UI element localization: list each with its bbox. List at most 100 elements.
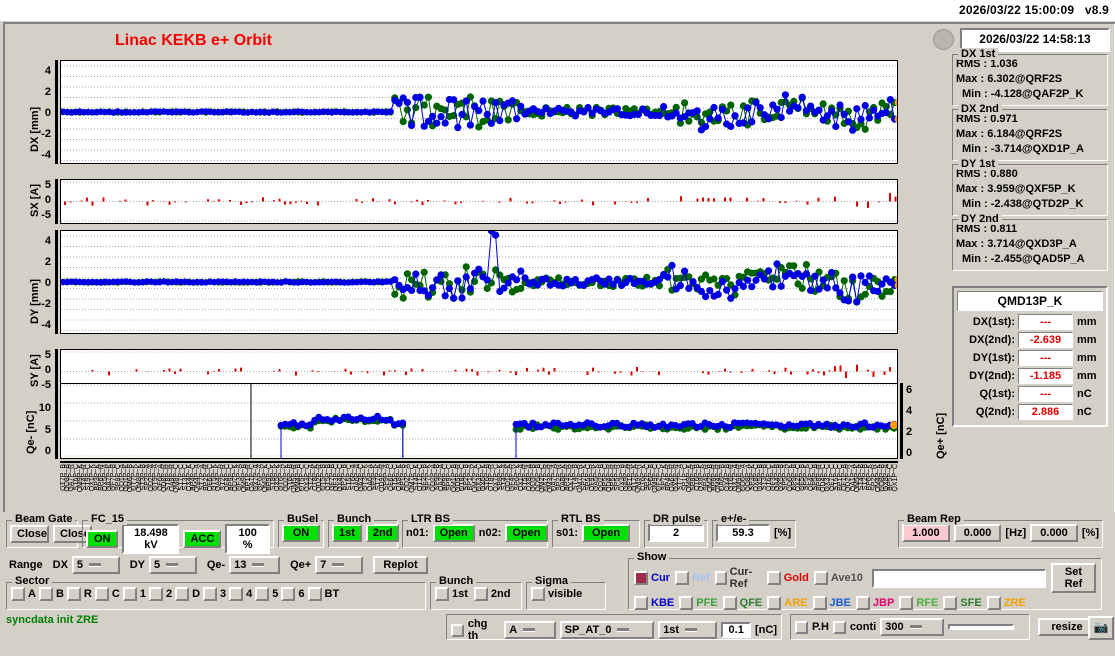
chg-th-sector-select[interactable]: A <box>504 621 556 639</box>
epem-value-field[interactable]: 59.3 <box>716 524 770 542</box>
show-item-cur-ref[interactable]: Cur-Ref <box>714 566 762 590</box>
checkbox-icon[interactable] <box>435 587 449 601</box>
show-series-jbe[interactable]: JBE <box>812 596 851 610</box>
checkbox-icon[interactable] <box>38 587 53 601</box>
range-qem-select[interactable]: 13 <box>229 556 281 574</box>
checkbox-icon[interactable] <box>94 587 109 601</box>
checkbox-icon[interactable] <box>281 587 296 601</box>
range-dy-select[interactable]: 5 <box>149 556 197 574</box>
dy-plot[interactable] <box>59 227 903 334</box>
bunch-2nd-button[interactable]: 2nd <box>365 524 400 542</box>
checkbox-icon[interactable] <box>255 587 270 601</box>
range-dx-select[interactable]: 5 <box>71 556 120 574</box>
ltr-n02-button[interactable]: Open <box>505 524 548 542</box>
chg-th-threshold-field[interactable]: 0.1 <box>721 622 751 638</box>
beam-rep-value-2[interactable]: 0.000 <box>953 524 1002 542</box>
beam-rep-value-3[interactable]: 0.000 <box>1030 524 1078 542</box>
fc15-percent-field[interactable]: 100 % <box>225 524 270 554</box>
checkbox-icon[interactable] <box>855 596 870 610</box>
sector-item-c[interactable]: C <box>94 587 120 601</box>
show-series-qfe[interactable]: QFE <box>722 596 762 610</box>
rtl-s01-button[interactable]: Open <box>582 524 631 542</box>
ph-field[interactable] <box>948 624 1015 630</box>
show-item-ref[interactable]: Ref <box>674 571 710 585</box>
checkbox-icon[interactable] <box>899 596 914 610</box>
checkbox-label: 2nd <box>490 588 511 600</box>
qe-plot[interactable] <box>60 383 898 459</box>
sx-plot[interactable] <box>60 179 898 224</box>
bunch-1st-button[interactable]: 1st <box>332 524 362 542</box>
checkbox-icon[interactable] <box>11 587 25 601</box>
sector-item-5[interactable]: 5 <box>255 587 278 601</box>
checkbox-icon[interactable] <box>679 596 694 610</box>
bunch-item-2nd[interactable]: 2nd <box>473 587 511 601</box>
checkbox-icon[interactable] <box>767 596 782 610</box>
checkbox-icon[interactable] <box>66 587 81 601</box>
checkbox-icon[interactable] <box>307 587 322 601</box>
show-item-cur[interactable]: Cur <box>634 571 670 585</box>
conti-checkbox[interactable] <box>832 620 846 634</box>
sigma-item-visible[interactable]: visible <box>531 587 582 601</box>
bpm-readout-label: DX(2nd): <box>969 334 1015 346</box>
checkbox-icon[interactable] <box>714 571 727 585</box>
sector-item-r[interactable]: R <box>66 587 92 601</box>
checkbox-icon[interactable] <box>722 596 737 610</box>
sector-item-d[interactable]: D <box>175 587 200 601</box>
checkbox-icon[interactable] <box>766 571 781 585</box>
range-qep-select[interactable]: 7 <box>315 556 364 574</box>
show-item-ave10[interactable]: Ave10 <box>813 571 863 585</box>
checkbox-icon[interactable] <box>122 587 137 601</box>
show-series-rfe[interactable]: RFE <box>899 596 938 610</box>
replot-button[interactable]: Replot <box>373 556 429 574</box>
sector-item-2[interactable]: 2 <box>148 587 172 601</box>
show-series-sfe[interactable]: SFE <box>943 596 982 610</box>
checkbox-icon[interactable] <box>148 587 163 601</box>
bunch-item-1st[interactable]: 1st <box>435 587 468 601</box>
sector-item-4[interactable]: 4 <box>229 587 252 601</box>
checkbox-icon[interactable] <box>634 571 648 585</box>
sector-item-1[interactable]: 1 <box>122 587 146 601</box>
checkbox-icon[interactable] <box>203 587 218 601</box>
dx-plot[interactable] <box>59 60 903 164</box>
show-series-jbp[interactable]: JBP <box>855 596 894 610</box>
chg-th-sp-select[interactable]: SP_AT_0 <box>559 621 655 639</box>
fc15-acc-button[interactable]: ACC <box>183 530 222 548</box>
show-series-kbe[interactable]: KBE <box>634 596 674 610</box>
dr-pulse-field[interactable]: 2 <box>648 524 704 542</box>
show-series-pfe[interactable]: PFE <box>679 596 718 610</box>
chg-th-checkbox[interactable] <box>451 623 464 637</box>
ph-count-select[interactable]: 300 <box>880 618 945 636</box>
ltr-n01-button[interactable]: Open <box>432 524 475 542</box>
sector-item-6[interactable]: 6 <box>281 587 305 601</box>
checkbox-icon[interactable] <box>473 587 488 601</box>
checkbox-icon[interactable] <box>229 587 244 601</box>
camera-icon[interactable]: 📷 <box>1088 616 1114 640</box>
checkbox-icon[interactable] <box>531 587 545 601</box>
checkbox-icon[interactable] <box>812 596 827 610</box>
checkbox-icon[interactable] <box>943 596 958 610</box>
sector-item-b[interactable]: B <box>38 587 64 601</box>
fc15-on-button[interactable]: ON <box>86 530 119 548</box>
range-dy-label: DY <box>129 559 145 571</box>
checkbox-icon[interactable] <box>634 596 648 610</box>
ph-checkbox[interactable] <box>795 620 808 634</box>
sector-item-bt[interactable]: BT <box>307 587 339 601</box>
beam-rep-value-1[interactable]: 1.000 <box>902 524 950 542</box>
checkbox-icon[interactable] <box>175 587 190 601</box>
checkbox-icon[interactable] <box>674 571 689 585</box>
show-series-zre[interactable]: ZRE <box>986 596 1026 610</box>
show-series-are[interactable]: ARE <box>767 596 808 610</box>
sector-item-3[interactable]: 3 <box>203 587 226 601</box>
set-ref-button[interactable]: Set Ref <box>1050 563 1096 593</box>
sy-axis-spine <box>55 349 58 394</box>
sector-item-a[interactable]: A <box>11 587 36 601</box>
checkbox-icon[interactable] <box>813 571 828 585</box>
beam-gate-close-1[interactable]: Close <box>10 525 49 543</box>
set-ref-field[interactable] <box>871 568 1046 588</box>
fc15-voltage-field[interactable]: 18.498 kV <box>122 524 180 554</box>
chg-th-bunch-select[interactable]: 1st <box>658 621 718 639</box>
busel-on-button[interactable]: ON <box>282 524 320 542</box>
show-item-gold[interactable]: Gold <box>766 571 809 585</box>
plot-area: Linac KEKB e+ Orbit 2026/03/22 14:58:13 … <box>3 22 1115 515</box>
checkbox-icon[interactable] <box>986 596 1001 610</box>
